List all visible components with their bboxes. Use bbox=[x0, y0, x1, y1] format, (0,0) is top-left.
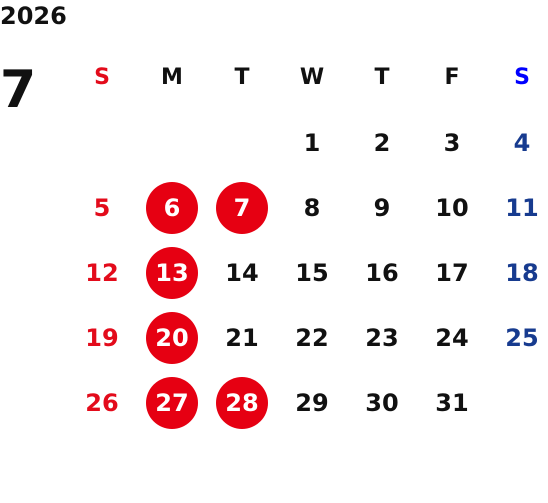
day-number: 23 bbox=[365, 323, 399, 352]
weekday-wed: W bbox=[299, 64, 325, 90]
year-label: 2026 bbox=[0, 2, 67, 30]
weekday-sun: S bbox=[94, 64, 110, 90]
calendar-day-cell: 15 bbox=[277, 240, 347, 305]
day-number: 21 bbox=[225, 323, 259, 352]
day-number: 1 bbox=[303, 128, 321, 157]
calendar-day-cell: 8 bbox=[277, 175, 347, 240]
day-number: 2 bbox=[373, 128, 391, 157]
day-number: 3 bbox=[443, 128, 461, 157]
calendar-week-row: 19 20 21 22 23 24 25 bbox=[67, 305, 548, 370]
highlighted-day: 13 bbox=[146, 246, 198, 299]
day-number: 5 bbox=[93, 193, 111, 222]
highlighted-day: 27 bbox=[146, 376, 198, 429]
calendar-day-cell: 16 bbox=[347, 240, 417, 305]
calendar-day-cell: 22 bbox=[277, 305, 347, 370]
calendar-day-cell: 23 bbox=[347, 305, 417, 370]
day-number: 17 bbox=[435, 258, 469, 287]
day-number: 11 bbox=[505, 193, 539, 222]
calendar-week-row: 1 2 3 4 bbox=[67, 110, 548, 175]
day-number: 18 bbox=[505, 258, 539, 287]
calendar-week-row: 26 27 28 29 30 31 bbox=[67, 370, 548, 435]
calendar-day-cell: 26 bbox=[67, 370, 137, 435]
weekday-fri: F bbox=[444, 64, 460, 90]
calendar-day-cell: 3 bbox=[417, 110, 487, 175]
highlighted-day: 28 bbox=[216, 376, 268, 429]
calendar-day-cell: 27 bbox=[137, 370, 207, 435]
calendar-day-cell: 1 bbox=[277, 110, 347, 175]
day-number: 31 bbox=[435, 388, 469, 417]
calendar-day-cell: 30 bbox=[347, 370, 417, 435]
calendar-day-cell: 14 bbox=[207, 240, 277, 305]
calendar-day-cell bbox=[137, 110, 207, 175]
day-number: 24 bbox=[435, 323, 469, 352]
day-number: 26 bbox=[85, 388, 119, 417]
calendar-day-cell: 10 bbox=[417, 175, 487, 240]
calendar-day-cell: 9 bbox=[347, 175, 417, 240]
day-number: 4 bbox=[513, 128, 531, 157]
calendar-day-cell: 31 bbox=[417, 370, 487, 435]
day-number: 12 bbox=[85, 258, 119, 287]
highlighted-day: 7 bbox=[216, 181, 268, 234]
calendar-day-cell bbox=[67, 110, 137, 175]
day-number: 16 bbox=[365, 258, 399, 287]
calendar-day-cell: 6 bbox=[137, 175, 207, 240]
weekday-thu: T bbox=[374, 64, 390, 90]
day-number: 10 bbox=[435, 193, 469, 222]
calendar-week-row: 12 13 14 15 16 17 18 bbox=[67, 240, 548, 305]
calendar-day-cell: 5 bbox=[67, 175, 137, 240]
calendar-day-cell: 29 bbox=[277, 370, 347, 435]
calendar-day-cell: 21 bbox=[207, 305, 277, 370]
day-number: 29 bbox=[295, 388, 329, 417]
calendar-day-cell: 28 bbox=[207, 370, 277, 435]
day-number: 14 bbox=[225, 258, 259, 287]
calendar-day-cell: 11 bbox=[487, 175, 548, 240]
weekday-tue: T bbox=[234, 64, 250, 90]
day-number: 30 bbox=[365, 388, 399, 417]
calendar-day-cell: 18 bbox=[487, 240, 548, 305]
calendar-day-cell bbox=[207, 110, 277, 175]
highlighted-day: 6 bbox=[146, 181, 198, 234]
weekday-header-row: S M T W T F S bbox=[67, 45, 548, 110]
calendar-day-cell: 25 bbox=[487, 305, 548, 370]
calendar-day-cell: 24 bbox=[417, 305, 487, 370]
weekday-sat: S bbox=[514, 64, 530, 90]
calendar-grid: S M T W T F S 1 2 3 4 5 6 7 8 9 10 11 12 13 14 15 16 17 1… bbox=[67, 45, 548, 435]
day-number: 8 bbox=[303, 193, 321, 222]
calendar-day-cell: 13 bbox=[137, 240, 207, 305]
calendar-weeks: 1 2 3 4 5 6 7 8 9 10 11 12 13 14 15 16 17 18 19 20 21 22 23 24 2… bbox=[67, 110, 548, 435]
calendar-day-cell: 20 bbox=[137, 305, 207, 370]
day-number: 22 bbox=[295, 323, 329, 352]
day-number: 19 bbox=[85, 323, 119, 352]
calendar-day-cell bbox=[487, 370, 548, 435]
day-number: 9 bbox=[373, 193, 391, 222]
calendar-day-cell: 19 bbox=[67, 305, 137, 370]
highlighted-day: 20 bbox=[146, 311, 198, 364]
day-number: 25 bbox=[505, 323, 539, 352]
calendar-day-cell: 2 bbox=[347, 110, 417, 175]
day-number: 15 bbox=[295, 258, 329, 287]
calendar-day-cell: 4 bbox=[487, 110, 548, 175]
calendar-day-cell: 12 bbox=[67, 240, 137, 305]
calendar-day-cell: 17 bbox=[417, 240, 487, 305]
calendar-day-cell: 7 bbox=[207, 175, 277, 240]
weekday-mon: M bbox=[161, 64, 183, 90]
month-label: 7 bbox=[0, 60, 37, 120]
calendar-week-row: 5 6 7 8 9 10 11 bbox=[67, 175, 548, 240]
